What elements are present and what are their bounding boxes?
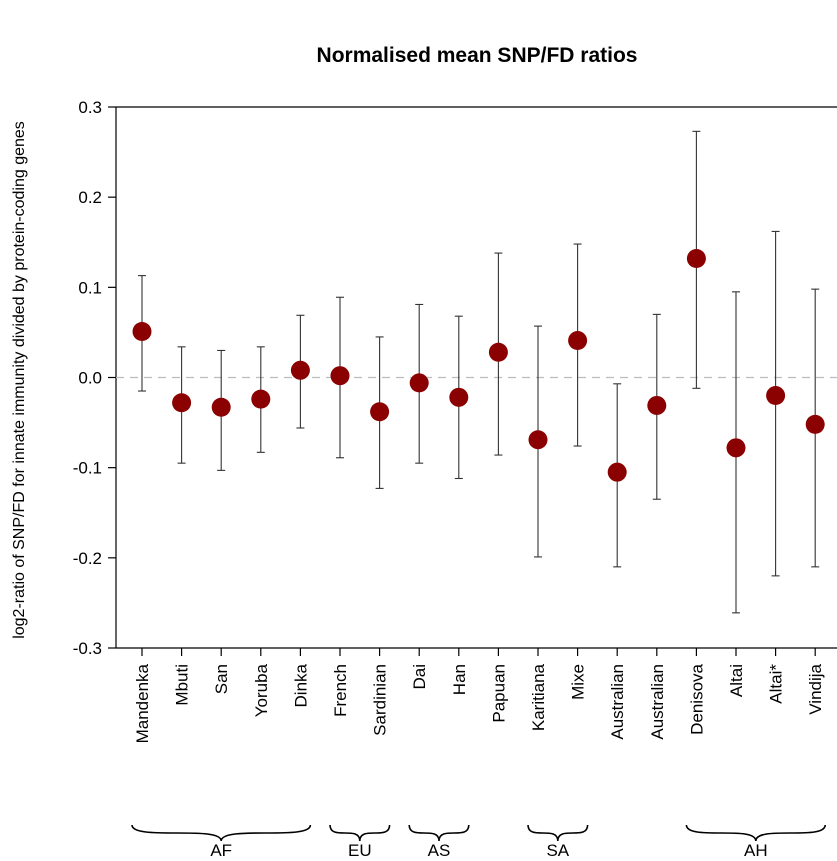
data-point-group (330, 296, 350, 459)
data-point (330, 366, 350, 386)
data-point (568, 331, 588, 351)
data-point-group (172, 346, 192, 464)
data-point-group (488, 252, 508, 456)
x-tick-label: San (212, 664, 231, 694)
x-tick-label: Dai (410, 664, 429, 690)
data-point-group (568, 243, 588, 447)
y-tick-label: -0.3 (73, 639, 102, 658)
axes: -0.3 -0.2 -0.1 0.0 0.1 0.2 0.3 (73, 98, 837, 658)
group-brace (685, 824, 826, 842)
group-label: AF (210, 841, 232, 860)
y-axis-label: log2-ratio of SNP/FD for innate immunity… (11, 121, 28, 639)
x-tick-label: Denisova (687, 663, 706, 734)
data-point (726, 438, 746, 458)
data-point (766, 386, 786, 406)
x-tick-label: Altai (727, 664, 746, 697)
y-tick-label: 0.3 (78, 98, 102, 117)
x-tick-label: Altai* (767, 664, 786, 704)
data-point-group (726, 291, 746, 614)
y-tick-label: -0.2 (73, 549, 102, 568)
chart-title: Normalised mean SNP/FD ratios (317, 44, 638, 67)
data-point (409, 373, 429, 393)
data-point (686, 248, 706, 268)
data-point-group (805, 288, 825, 568)
group-label: SA (546, 841, 569, 860)
data-point (211, 397, 231, 417)
x-tick-label: Australian (648, 664, 667, 740)
group-brace (408, 824, 470, 842)
data-point (251, 389, 271, 409)
x-tick-label: Mandenka (133, 663, 152, 743)
data-point-group (686, 130, 706, 389)
x-tick-label: Vindija (806, 663, 825, 714)
data-point (647, 395, 667, 415)
data-point-group (607, 383, 627, 568)
data-point (805, 414, 825, 434)
x-tick-label: Papuan (489, 664, 508, 723)
data-point (370, 402, 390, 422)
data-point-group (132, 275, 152, 392)
data-point-group (449, 315, 469, 480)
data-point-group (528, 325, 548, 558)
x-tick-label: Karitiana (529, 663, 548, 731)
x-tick-label: Australian (608, 664, 627, 740)
x-tick-label: Dinka (291, 663, 310, 707)
data-point (290, 360, 310, 380)
data-point-group (370, 336, 390, 489)
y-tick-label: 0.2 (78, 188, 102, 207)
data-point (172, 393, 192, 413)
y-tick-label: 0.0 (78, 369, 102, 388)
data-point-group (647, 313, 667, 500)
data-point (488, 342, 508, 362)
y-tick-label: -0.1 (73, 459, 102, 478)
group-brace (131, 824, 312, 842)
data-marks (132, 130, 825, 614)
x-tick-label: Mbuti (173, 664, 192, 706)
group-braces: AF EU AS SA AH (131, 824, 826, 860)
data-point-group (251, 346, 271, 453)
x-tick-labels: Mandenka Mbuti San Yoruba Dinka French Sardini… (133, 648, 825, 743)
group-brace (527, 824, 589, 842)
x-tick-label: Sardinian (371, 664, 390, 736)
y-tick-label: 0.1 (78, 278, 102, 297)
group-label: AS (428, 841, 451, 860)
x-tick-label: Mixe (569, 664, 588, 700)
group-brace (329, 824, 391, 842)
data-point (132, 322, 152, 342)
data-point (607, 462, 627, 482)
data-point-group (409, 303, 429, 464)
group-label: AH (744, 841, 768, 860)
x-tick-label: French (331, 664, 350, 717)
data-point-group (766, 230, 786, 577)
group-label: EU (348, 841, 372, 860)
x-tick-label: Yoruba (252, 663, 271, 717)
data-point-group (211, 349, 231, 471)
data-point (528, 430, 548, 450)
x-tick-label: Han (450, 664, 469, 695)
data-point (449, 387, 469, 407)
data-point-group (290, 314, 310, 429)
